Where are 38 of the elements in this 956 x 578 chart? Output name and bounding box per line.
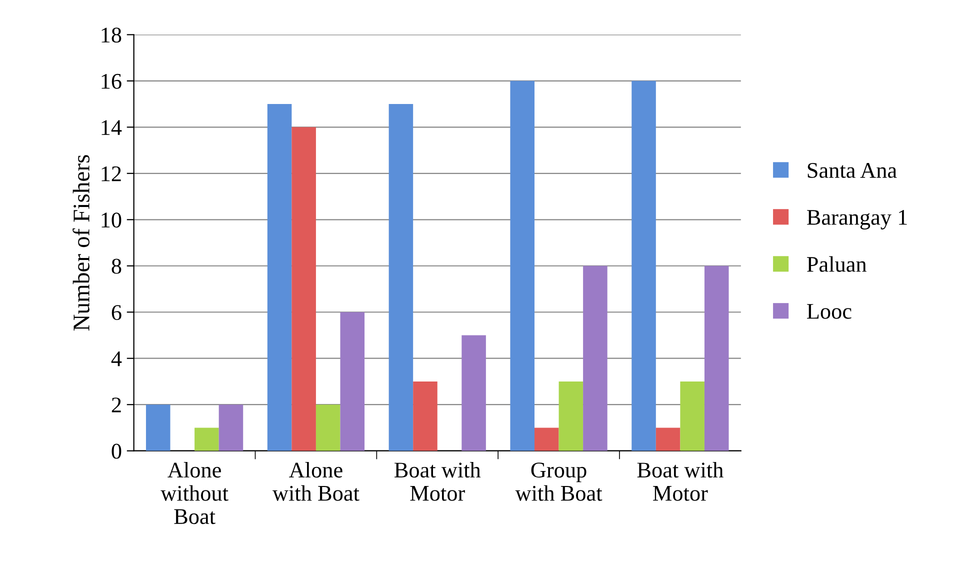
x-tick-label: Alone without Boat xyxy=(160,462,228,524)
y-tick-label: 4 xyxy=(111,351,122,366)
bar xyxy=(218,404,244,451)
y-tick-label: 12 xyxy=(102,166,121,182)
bar xyxy=(340,312,365,451)
bar xyxy=(534,428,559,451)
bar xyxy=(413,381,438,451)
bar xyxy=(704,266,729,451)
y-tick-label: 8 xyxy=(112,258,122,274)
bar xyxy=(194,428,219,451)
bar xyxy=(680,381,704,451)
bar xyxy=(583,266,608,451)
legend-label: Barangay 1 xyxy=(807,210,907,230)
y-tick-label: 14 xyxy=(102,120,122,135)
x-tick-label: Group with Boat xyxy=(515,462,602,501)
y-tick-label: 10 xyxy=(102,212,122,228)
y-tick-label: 0 xyxy=(112,444,122,459)
bar xyxy=(292,127,316,451)
y-tick-label: 6 xyxy=(112,305,122,320)
x-tick-label: Boat with Motor xyxy=(394,462,481,501)
y-tick-label: 2 xyxy=(112,398,121,412)
bar xyxy=(388,104,414,451)
y-tick-label: 16 xyxy=(102,74,122,89)
x-tick-label: Alone with Boat xyxy=(272,462,360,501)
y-axis-title: Number of Fishers xyxy=(72,155,90,331)
x-tick-label: Boat with Motor xyxy=(637,462,724,501)
bar xyxy=(632,80,656,451)
y-tick-label: 18 xyxy=(102,28,122,43)
bar xyxy=(146,404,170,451)
bar xyxy=(656,428,680,451)
legend-label: Santa Ana xyxy=(808,162,897,178)
bar xyxy=(558,381,584,451)
bar xyxy=(316,404,340,451)
legend-label: Paluan xyxy=(807,256,867,272)
bar xyxy=(510,80,534,451)
bar xyxy=(462,335,486,451)
bar xyxy=(267,104,292,451)
legend-label: Looc xyxy=(807,304,852,319)
